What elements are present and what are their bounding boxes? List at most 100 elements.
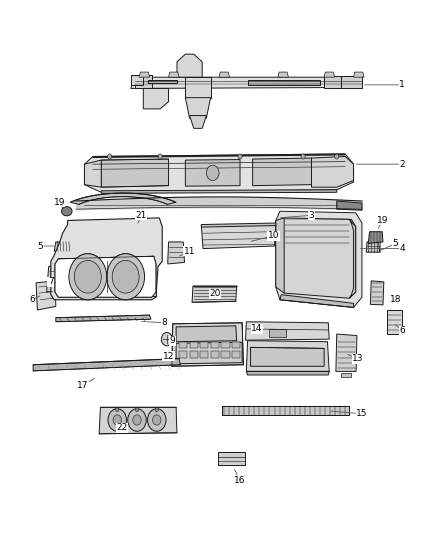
Bar	[179, 342, 187, 349]
Polygon shape	[71, 193, 176, 204]
Circle shape	[135, 408, 139, 412]
Polygon shape	[85, 160, 101, 187]
Text: 14: 14	[251, 325, 262, 334]
Bar	[200, 342, 208, 349]
Polygon shape	[311, 157, 353, 187]
Polygon shape	[248, 80, 320, 85]
Polygon shape	[135, 75, 152, 88]
Polygon shape	[36, 281, 56, 310]
Polygon shape	[281, 218, 356, 298]
Polygon shape	[185, 77, 211, 98]
Text: 8: 8	[162, 318, 167, 327]
Polygon shape	[185, 98, 211, 118]
Polygon shape	[324, 72, 335, 77]
Polygon shape	[278, 72, 288, 77]
Circle shape	[148, 409, 166, 431]
Circle shape	[206, 165, 219, 181]
Polygon shape	[371, 281, 384, 305]
Text: 19: 19	[377, 216, 389, 225]
Polygon shape	[176, 342, 242, 364]
Polygon shape	[337, 201, 362, 210]
Text: 7: 7	[48, 277, 54, 286]
Bar	[200, 351, 208, 358]
Text: 21: 21	[135, 211, 147, 220]
Bar	[269, 329, 286, 337]
Circle shape	[112, 260, 139, 293]
Text: 18: 18	[390, 295, 401, 304]
Polygon shape	[341, 373, 351, 377]
Circle shape	[74, 260, 101, 293]
Circle shape	[152, 415, 161, 425]
Polygon shape	[332, 76, 362, 88]
Polygon shape	[169, 72, 179, 77]
Bar	[211, 351, 219, 358]
Polygon shape	[253, 158, 311, 185]
Polygon shape	[85, 154, 353, 192]
Text: 11: 11	[184, 247, 195, 256]
Circle shape	[301, 154, 305, 159]
Polygon shape	[131, 77, 362, 88]
Text: 6: 6	[399, 326, 405, 335]
Polygon shape	[387, 310, 402, 334]
Bar	[211, 342, 219, 349]
Text: 4: 4	[399, 244, 405, 253]
Polygon shape	[148, 80, 177, 83]
Polygon shape	[56, 315, 151, 322]
Polygon shape	[99, 407, 177, 434]
Polygon shape	[139, 72, 150, 77]
Polygon shape	[185, 159, 240, 186]
Text: 17: 17	[77, 381, 88, 390]
Circle shape	[133, 415, 141, 425]
Polygon shape	[192, 286, 237, 302]
Circle shape	[107, 254, 145, 300]
Circle shape	[161, 333, 172, 346]
Circle shape	[69, 254, 107, 300]
Polygon shape	[176, 326, 237, 342]
Text: 22: 22	[117, 423, 128, 432]
Polygon shape	[54, 242, 73, 251]
Polygon shape	[55, 256, 156, 297]
Circle shape	[158, 154, 162, 159]
Text: 5: 5	[393, 239, 399, 248]
Polygon shape	[324, 76, 341, 88]
Ellipse shape	[61, 207, 72, 216]
Polygon shape	[246, 341, 329, 372]
Polygon shape	[168, 242, 184, 264]
Text: 13: 13	[352, 354, 364, 363]
Polygon shape	[143, 88, 169, 109]
Circle shape	[74, 260, 101, 293]
Polygon shape	[190, 116, 206, 128]
Polygon shape	[55, 256, 156, 297]
Text: 2: 2	[399, 160, 405, 168]
Polygon shape	[101, 159, 169, 187]
Polygon shape	[218, 452, 245, 465]
Polygon shape	[336, 334, 357, 372]
Polygon shape	[58, 292, 156, 296]
Polygon shape	[201, 224, 276, 248]
Polygon shape	[172, 323, 244, 366]
Polygon shape	[245, 322, 329, 340]
Polygon shape	[223, 406, 349, 415]
Polygon shape	[55, 256, 156, 297]
Text: 12: 12	[163, 352, 174, 360]
Circle shape	[112, 260, 139, 293]
Bar	[190, 342, 198, 349]
Circle shape	[155, 408, 159, 412]
Circle shape	[116, 408, 119, 412]
Polygon shape	[46, 264, 64, 292]
Polygon shape	[93, 154, 345, 158]
Text: 3: 3	[309, 211, 314, 220]
Text: 16: 16	[234, 476, 246, 485]
Circle shape	[107, 254, 145, 300]
Text: 15: 15	[356, 409, 368, 418]
Polygon shape	[201, 223, 276, 227]
Polygon shape	[33, 359, 180, 371]
Polygon shape	[58, 292, 156, 296]
Text: 20: 20	[209, 289, 220, 298]
Circle shape	[238, 154, 242, 159]
Text: 5: 5	[37, 241, 43, 251]
Bar	[221, 351, 230, 358]
Circle shape	[108, 409, 127, 431]
Polygon shape	[219, 72, 230, 77]
Bar	[190, 351, 198, 358]
